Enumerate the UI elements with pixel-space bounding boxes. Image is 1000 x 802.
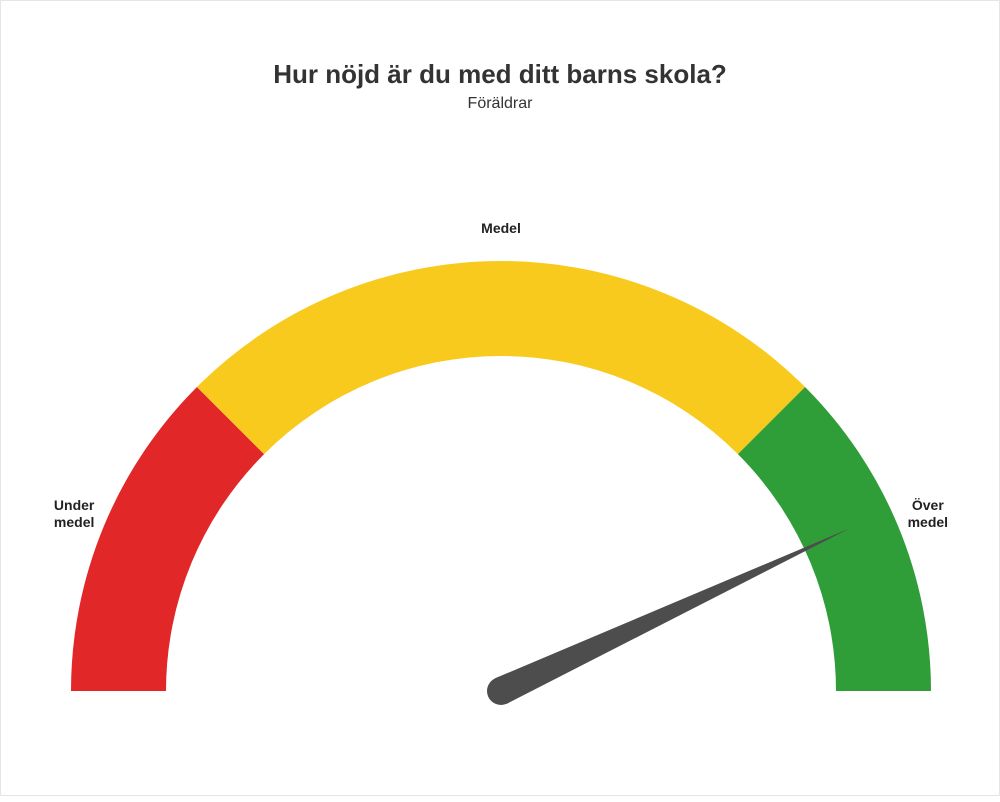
segment-label-medel: Medel [461,220,541,238]
gauge-segment [738,387,931,691]
chart-frame: Hur nöjd är du med ditt barns skola? För… [0,0,1000,796]
gauge-segment [197,261,805,454]
gauge-needle [495,528,850,703]
gauge-chart: Under medel Medel Över medel [1,1,1000,797]
gauge-svg [1,1,1000,797]
segment-label-over-medel: Över medel [888,497,968,532]
gauge-needle-hub [487,677,515,705]
gauge-segment [71,387,264,691]
segment-label-under-medel: Under medel [34,497,114,532]
